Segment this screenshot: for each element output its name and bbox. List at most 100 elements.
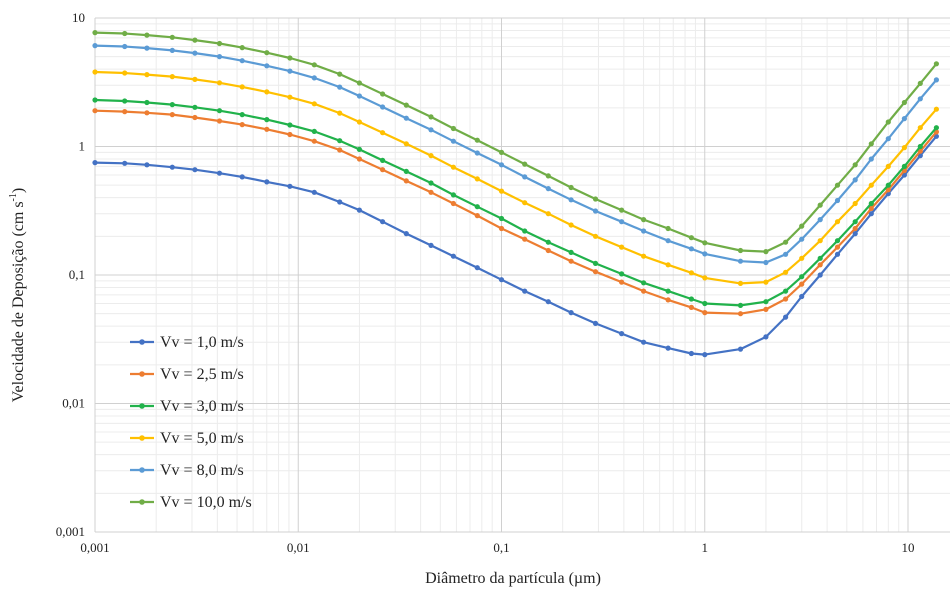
data-point <box>933 125 940 131</box>
data-point <box>641 288 647 294</box>
data-point <box>619 207 625 213</box>
data-point <box>169 112 175 118</box>
data-point <box>868 211 874 217</box>
data-point <box>337 147 343 153</box>
data-point <box>192 76 198 82</box>
y-tick-label: 10 <box>72 10 85 25</box>
data-point <box>763 279 769 285</box>
data-point <box>568 184 574 191</box>
series-5 <box>92 43 940 266</box>
data-point <box>169 164 175 170</box>
data-point <box>239 122 245 128</box>
legend-label: Vv = 8,0 m/s <box>160 462 244 479</box>
data-point <box>665 238 671 244</box>
y-tick-label: 1 <box>79 139 86 154</box>
y-axis-title-main: Velocidade de Deposição (cm s <box>10 201 27 402</box>
series-4 <box>92 69 940 286</box>
data-point <box>474 204 480 210</box>
data-point <box>428 189 434 195</box>
data-point <box>688 235 695 241</box>
data-point <box>568 222 574 228</box>
data-point <box>264 63 270 69</box>
data-point <box>799 255 805 261</box>
legend-label: Vv = 10,0 m/s <box>160 494 252 511</box>
data-point <box>641 280 647 286</box>
data-point <box>380 91 386 97</box>
data-point <box>901 163 908 169</box>
data-point <box>216 80 223 86</box>
data-point <box>192 167 198 173</box>
data-point <box>834 251 841 257</box>
data-point <box>428 242 434 248</box>
data-point <box>122 98 128 104</box>
y-axis-title-superscript: -1 <box>8 193 19 201</box>
data-point <box>356 93 362 99</box>
data-point <box>474 213 480 219</box>
data-point <box>688 304 695 310</box>
data-point <box>498 149 505 155</box>
data-point <box>450 138 456 144</box>
data-point <box>169 47 175 54</box>
data-point <box>403 141 409 147</box>
data-point <box>428 127 434 133</box>
data-point <box>522 228 528 234</box>
y-tick-label: 0,01 <box>62 396 85 411</box>
data-point <box>901 99 908 106</box>
data-point <box>817 238 823 244</box>
data-point <box>763 259 769 266</box>
data-point <box>852 162 858 168</box>
data-point <box>192 37 198 43</box>
data-point <box>917 125 923 131</box>
data-point <box>337 84 343 90</box>
data-point <box>592 208 599 214</box>
y-tick-labels: 0,001 0,01 0,1 1 10 <box>56 10 85 539</box>
data-point <box>287 122 293 128</box>
data-point <box>337 110 343 116</box>
data-point <box>783 251 789 257</box>
legend-marker <box>139 403 145 409</box>
data-point <box>450 253 456 259</box>
legend-label: Vv = 5,0 m/s <box>160 430 244 447</box>
data-point <box>380 157 386 163</box>
data-point <box>545 299 551 305</box>
data-point <box>216 40 223 47</box>
data-point <box>474 265 480 271</box>
data-point <box>702 251 708 257</box>
data-point <box>545 173 551 179</box>
data-point <box>737 311 744 317</box>
x-tick-label: 1 <box>702 540 709 555</box>
data-point <box>216 118 223 124</box>
data-point <box>356 156 362 162</box>
data-point <box>192 104 198 110</box>
data-point <box>239 112 245 118</box>
data-point <box>545 186 551 192</box>
data-point <box>239 174 245 180</box>
data-point <box>239 84 245 90</box>
y-tick-label: 0,1 <box>69 267 85 282</box>
data-point <box>568 310 574 316</box>
legend-item: Vv = 1,0 m/s <box>130 334 244 351</box>
data-point <box>641 228 647 234</box>
data-point <box>783 269 789 275</box>
data-point <box>545 247 551 254</box>
data-point <box>852 200 858 207</box>
data-point <box>619 279 625 285</box>
data-point <box>688 350 695 357</box>
legend-item: Vv = 3,0 m/s <box>130 398 244 415</box>
series-6 <box>92 29 940 255</box>
data-point <box>834 238 841 244</box>
data-point <box>834 219 841 225</box>
data-point <box>702 275 708 281</box>
data-point <box>702 352 708 358</box>
legend-marker <box>139 435 145 441</box>
data-point <box>216 170 223 176</box>
data-point <box>192 114 198 121</box>
data-point <box>852 231 858 237</box>
data-point <box>287 131 293 138</box>
data-point <box>737 258 744 264</box>
data-point <box>356 146 362 152</box>
data-point <box>498 215 505 222</box>
data-point <box>311 138 317 144</box>
data-point <box>428 153 434 159</box>
